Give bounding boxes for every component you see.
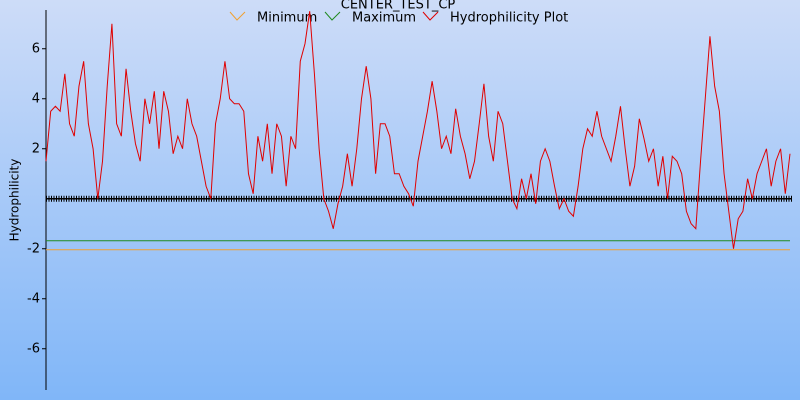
y-tick-label: 6 bbox=[32, 41, 40, 56]
legend-icon bbox=[324, 11, 341, 21]
data-line bbox=[45, 11, 791, 249]
y-tick-label: -4 bbox=[27, 291, 40, 306]
legend-label: Maximum bbox=[352, 11, 416, 26]
legend-icon bbox=[422, 11, 439, 21]
y-tick-label: 4 bbox=[32, 91, 40, 106]
y-tick-label: -6 bbox=[27, 341, 40, 356]
legend-icon bbox=[229, 11, 246, 21]
legend-label: Minimum bbox=[257, 11, 317, 26]
y-tick-label: 2 bbox=[32, 141, 40, 156]
chart-title: CENTER_TEST_CP bbox=[341, 0, 456, 13]
y-tick-label: -2 bbox=[27, 241, 40, 256]
y-axis-label: Hydrophilicity bbox=[8, 159, 22, 242]
legend-label: Hydrophilicity Plot bbox=[450, 11, 568, 26]
